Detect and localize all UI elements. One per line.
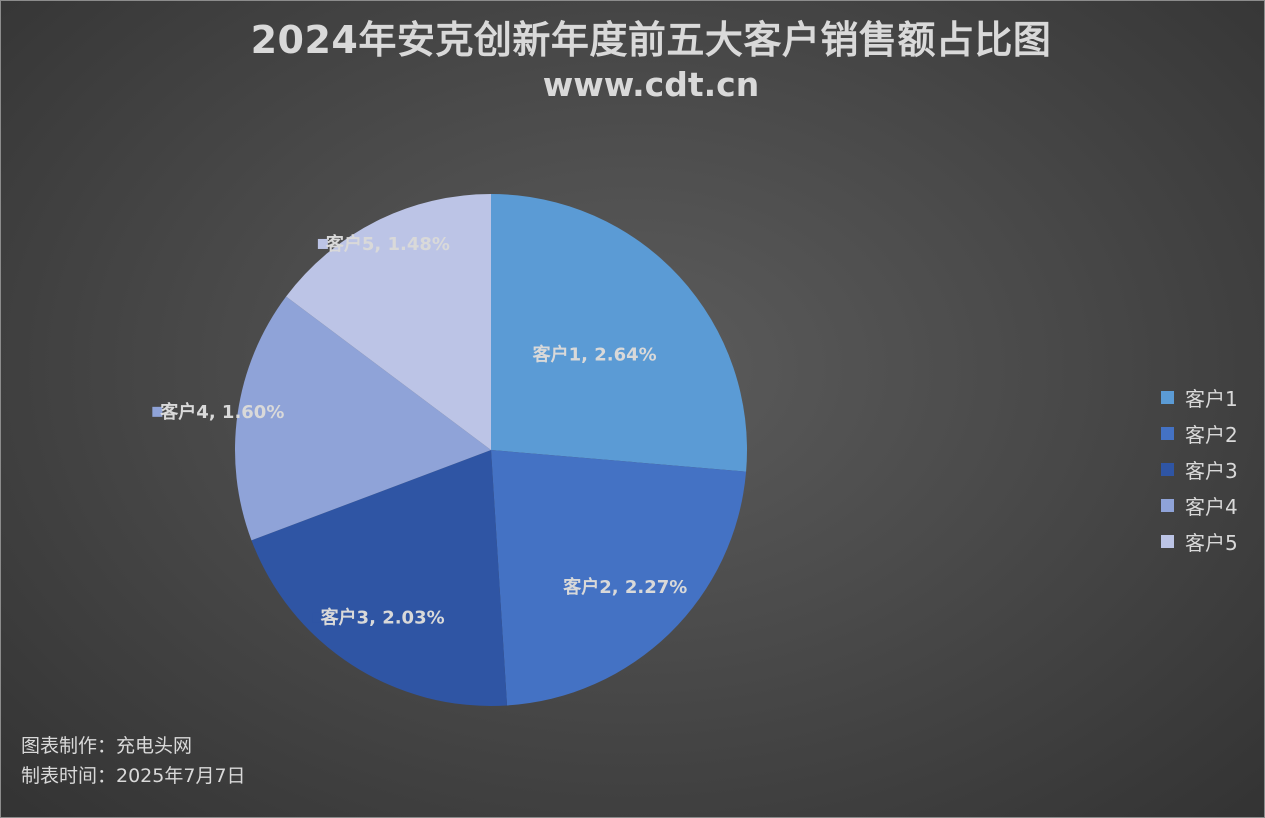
data-label-text-3: 客户3, 2.03% <box>321 607 445 629</box>
legend-label-4: 客户4 <box>1185 494 1238 519</box>
pie-data-labels: 客户1, 2.64% 客户2, 2.27% 客户3, 2.03% 客户4, 1.60%… <box>152 233 687 629</box>
legend-item-1: 客户1 <box>1161 379 1238 415</box>
legend-swatch-1 <box>1161 390 1174 404</box>
data-label-marker-3 <box>312 612 323 623</box>
data-label-1: 客户1, 2.64% <box>533 344 657 366</box>
pie-slice-5 <box>286 194 491 450</box>
chart-title: 2024年安克创新年度前五大客户销售额占比图 <box>250 18 1052 62</box>
legend-swatch-3 <box>1161 462 1174 476</box>
chart-legend: 客户1 客户2 客户3 客户4 客户5 <box>1161 379 1238 559</box>
data-label-text-5: 客户5, 1.48% <box>326 233 450 255</box>
data-label-text-1: 客户1, 2.64% <box>533 344 657 366</box>
data-label-2: 客户2, 2.27% <box>563 576 687 598</box>
data-label-3: 客户3, 2.03% <box>312 607 445 629</box>
pie-slice-3 <box>251 450 508 706</box>
data-label-text-2: 客户2, 2.27% <box>563 576 687 598</box>
legend-item-2: 客户2 <box>1161 415 1238 451</box>
legend-swatch-2 <box>1161 426 1174 440</box>
legend-item-4: 客户4 <box>1161 487 1238 523</box>
pie-slices <box>235 194 747 706</box>
legend-item-5: 客户5 <box>1161 523 1238 559</box>
legend-label-2: 客户2 <box>1185 422 1238 447</box>
footer-maker: 图表制作：充电头网 <box>21 735 193 757</box>
footer-date: 制表时间：2025年7月7日 <box>21 765 246 787</box>
legend-label-5: 客户5 <box>1185 530 1238 555</box>
data-label-text-4: 客户4, 1.60% <box>160 401 284 423</box>
legend-label-3: 客户3 <box>1185 458 1238 483</box>
data-label-marker-4 <box>152 406 163 417</box>
legend-swatch-4 <box>1161 498 1174 512</box>
data-label-marker-5 <box>317 238 328 249</box>
pie-slice-1 <box>491 194 747 472</box>
legend-swatch-5 <box>1161 534 1174 548</box>
chart-subtitle: www.cdt.cn <box>542 65 760 104</box>
legend-item-3: 客户3 <box>1161 451 1238 487</box>
legend-label-1: 客户1 <box>1185 386 1238 411</box>
data-label-5: 客户5, 1.48% <box>317 233 450 255</box>
pie-slice-2 <box>491 450 747 706</box>
pie-slice-4 <box>235 296 491 541</box>
data-label-4: 客户4, 1.60% <box>152 401 284 423</box>
chart-footer: 图表制作：充电头网 制表时间：2025年7月7日 <box>21 731 246 791</box>
